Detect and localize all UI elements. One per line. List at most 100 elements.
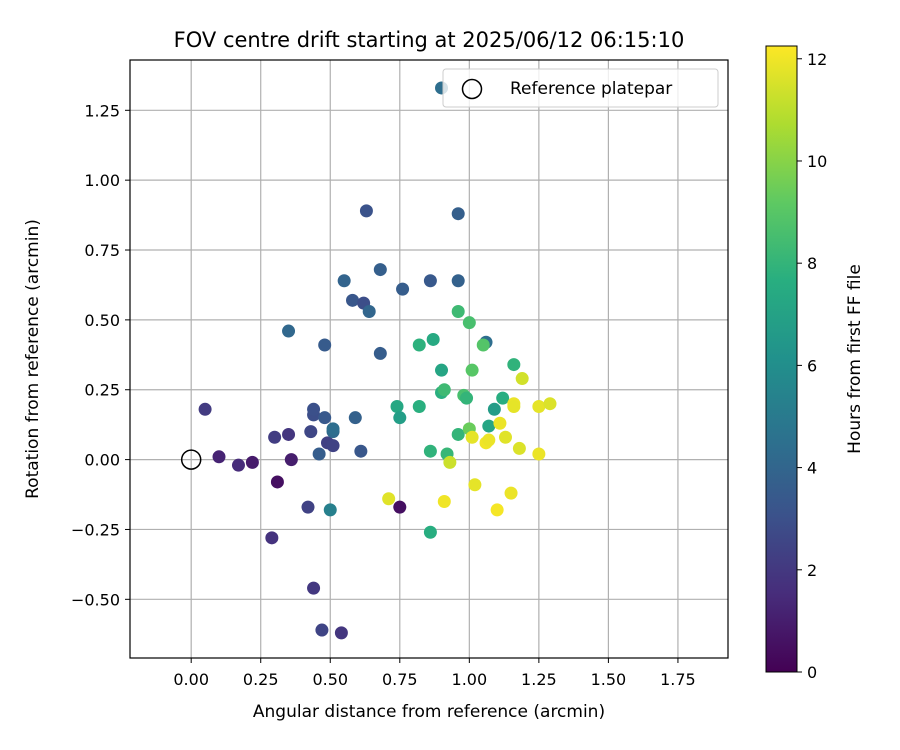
data-point [482, 419, 496, 433]
x-tick-label: 0.75 [382, 670, 418, 689]
data-point [437, 383, 451, 397]
data-point [337, 274, 351, 288]
data-point [462, 316, 476, 330]
data-point [412, 400, 426, 414]
data-point [393, 500, 407, 514]
chart-title: FOV centre drift starting at 2025/06/12 … [174, 28, 685, 52]
data-point [307, 402, 321, 416]
plot-frame [129, 59, 729, 659]
reference-platepar-marker [180, 449, 202, 470]
colorbar-tick-label: 12 [807, 50, 827, 69]
data-point [476, 338, 490, 352]
data-point [270, 475, 284, 489]
data-point [284, 453, 298, 467]
data-point [390, 400, 404, 414]
data-point [543, 397, 557, 411]
data-point [460, 391, 474, 405]
colorbar-tick-label: 10 [807, 152, 827, 171]
colorbar-ticks: 0 2 4 6 8 10 12 [797, 50, 827, 682]
y-tick-label: 0.50 [84, 311, 120, 330]
x-tick-label: 1.00 [452, 670, 488, 689]
legend: Reference platepar [442, 68, 719, 108]
data-point [304, 425, 318, 439]
data-point [323, 503, 337, 517]
colorbar-tick-label: 6 [807, 356, 817, 375]
data-point [212, 450, 226, 464]
data-point [451, 304, 465, 318]
data-point [393, 411, 407, 425]
x-tick-label: 0.00 [173, 670, 209, 689]
data-point [412, 338, 426, 352]
x-tick-label: 1.25 [521, 670, 557, 689]
data-point [348, 411, 362, 425]
y-axis: −0.50 −0.25 0.00 0.25 0.50 0.75 1.00 1.25 [71, 101, 130, 609]
data-point [498, 430, 512, 444]
data-point [465, 363, 479, 377]
data-point [487, 402, 501, 416]
data-point [326, 422, 340, 436]
y-tick-label: 0.75 [84, 241, 120, 260]
x-tick-label: 1.50 [591, 670, 627, 689]
data-point [426, 332, 440, 346]
data-point [493, 416, 507, 430]
data-point [490, 503, 504, 517]
data-point [312, 447, 326, 461]
data-point [359, 204, 373, 218]
data-point [334, 626, 348, 640]
data-point [465, 430, 479, 444]
legend-label-reference: Reference platepar [510, 79, 672, 99]
data-point [396, 282, 410, 296]
data-point [231, 458, 245, 472]
data-point [362, 304, 376, 318]
legend-box [442, 68, 719, 108]
legend-marker-reference [461, 78, 483, 100]
data-point [437, 495, 451, 509]
data-point [301, 500, 315, 514]
y-tick-label: −0.50 [71, 590, 120, 609]
data-point [504, 486, 518, 500]
y-axis-label: Rotation from reference (arcmin) [23, 219, 43, 499]
data-point [451, 427, 465, 441]
data-point [265, 531, 279, 545]
x-axis-label: Angular distance from reference (arcmin) [253, 702, 605, 722]
data-point [282, 324, 296, 338]
x-tick-label: 1.75 [660, 670, 696, 689]
data-point [451, 274, 465, 288]
data-point [373, 263, 387, 277]
colorbar-tick-label: 2 [807, 561, 817, 580]
y-tick-label: 0.00 [84, 451, 120, 470]
y-tick-label: 1.25 [84, 101, 120, 120]
x-tick-label: 0.25 [243, 670, 279, 689]
data-point [423, 274, 437, 288]
data-point [507, 400, 521, 414]
data-point [318, 338, 332, 352]
data-point [423, 525, 437, 539]
data-point [268, 430, 282, 444]
data-point [443, 455, 457, 469]
data-point [468, 478, 482, 492]
data-point [373, 346, 387, 360]
data-point [512, 441, 526, 455]
data-point [326, 439, 340, 453]
y-tick-label: −0.25 [71, 520, 120, 539]
scatter-points [180, 81, 557, 640]
data-point [382, 492, 396, 506]
colorbar: 0 2 4 6 8 10 12 Hours from first FF file [765, 45, 865, 682]
y-tick-label: 0.25 [84, 381, 120, 400]
data-point [354, 444, 368, 458]
data-point [435, 363, 449, 377]
grid [130, 60, 728, 658]
colorbar-label: Hours from first FF file [845, 264, 865, 454]
data-point [532, 447, 546, 461]
x-tick-label: 0.50 [312, 670, 348, 689]
data-point [496, 391, 510, 405]
colorbar-gradient [765, 45, 798, 673]
y-tick-label: 1.00 [84, 171, 120, 190]
data-point [282, 427, 296, 441]
data-point [451, 207, 465, 221]
data-point [423, 444, 437, 458]
colorbar-tick-label: 0 [807, 663, 817, 682]
data-point [532, 400, 546, 414]
data-point [315, 623, 329, 637]
